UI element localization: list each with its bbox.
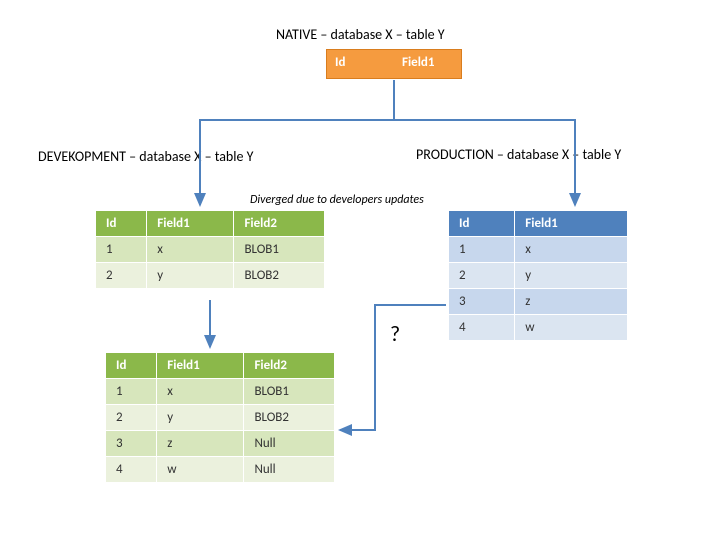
question-mark: ? <box>390 320 400 347</box>
table-row: 2y <box>449 263 628 289</box>
table-cell: 3 <box>106 431 157 457</box>
table-cell: 1 <box>449 237 515 263</box>
table-header-cell: Field1 <box>515 211 628 237</box>
table-header-cell: Id <box>106 353 157 379</box>
table-cell: w <box>515 315 628 341</box>
table-cell: 1 <box>106 379 157 405</box>
table-cell: y <box>157 405 244 431</box>
table-cell: BLOB2 <box>234 263 325 289</box>
table-cell: w <box>157 457 244 483</box>
table-row: 2yBLOB2 <box>96 263 325 289</box>
table-cell: x <box>157 379 244 405</box>
table-cell: y <box>515 263 628 289</box>
table-header-cell: Field1 <box>147 211 234 237</box>
table-header-cell: Field2 <box>234 211 325 237</box>
table-header-cell: Field1 <box>157 353 244 379</box>
table-cell: 2 <box>96 263 147 289</box>
table-cell: 2 <box>106 405 157 431</box>
table-cell: BLOB2 <box>244 405 335 431</box>
table-row: 4w <box>449 315 628 341</box>
development-table: IdField1Field21xBLOB12yBLOB2 <box>95 210 325 289</box>
table-cell: x <box>515 237 628 263</box>
diverged-note: Diverged due to developers updates <box>250 193 424 207</box>
table-cell: x <box>147 237 234 263</box>
table-cell: BLOB1 <box>244 379 335 405</box>
table-cell: 4 <box>449 315 515 341</box>
table-cell: Null <box>244 431 335 457</box>
table-cell: 2 <box>449 263 515 289</box>
table-cell: Null <box>244 457 335 483</box>
table-cell: z <box>515 289 628 315</box>
native-col-id: Id <box>327 50 394 78</box>
table-cell: 3 <box>449 289 515 315</box>
table-row: 1x <box>449 237 628 263</box>
table-cell: 4 <box>106 457 157 483</box>
table-row: 1xBLOB1 <box>96 237 325 263</box>
table-cell: z <box>157 431 244 457</box>
table-cell: BLOB1 <box>234 237 325 263</box>
table-row: 3zNull <box>106 431 335 457</box>
table-header-cell: Field2 <box>244 353 335 379</box>
native-title: NATIVE – database X – table Y <box>276 26 445 43</box>
table-row: 2yBLOB2 <box>106 405 335 431</box>
table-row: 3z <box>449 289 628 315</box>
table-cell: 1 <box>96 237 147 263</box>
table-row: 4wNull <box>106 457 335 483</box>
table-row: 1xBLOB1 <box>106 379 335 405</box>
production-title: PRODUCTION – database X – table Y <box>416 146 621 163</box>
production-table: IdField11x2y3z4w <box>448 210 628 341</box>
table-header-cell: Id <box>449 211 515 237</box>
table-header-cell: Id <box>96 211 147 237</box>
table-cell: y <box>147 263 234 289</box>
development-title: DEVEKOPMENT – database X – table Y <box>38 148 253 165</box>
native-col-field1: Field1 <box>394 50 461 78</box>
native-header-box: Id Field1 <box>326 49 462 79</box>
merged-table: IdField1Field21xBLOB12yBLOB23zNull4wNull <box>105 352 335 483</box>
